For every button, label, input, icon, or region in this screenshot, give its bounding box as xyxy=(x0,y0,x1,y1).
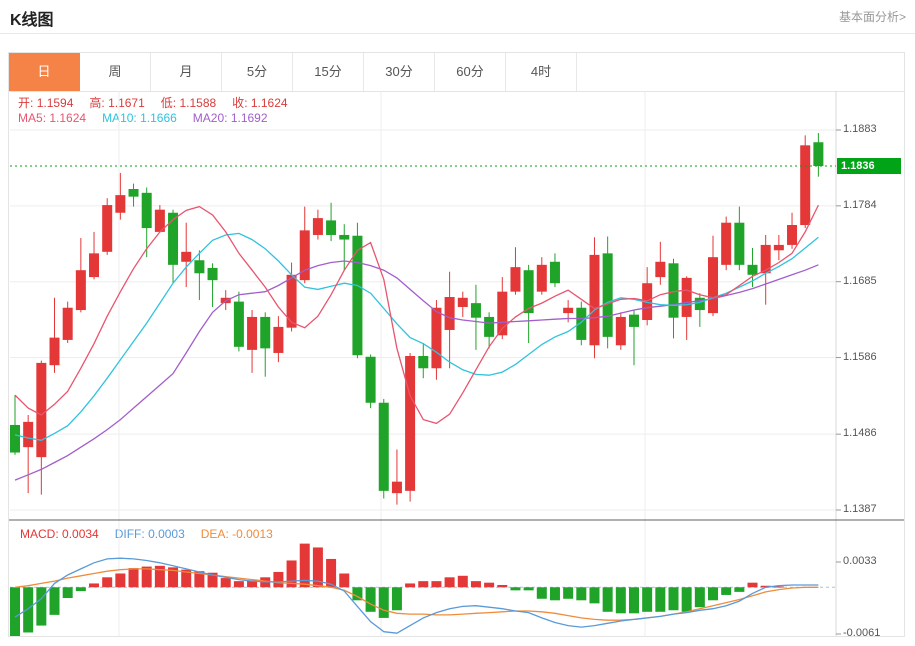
tab-period-1[interactable]: 周 xyxy=(80,53,151,91)
ohlc-legend-item: 开: 1.1594 xyxy=(18,96,74,110)
macd-legend-label: DEA xyxy=(200,527,226,541)
price-axis-label: 1.1586 xyxy=(843,350,877,363)
ohlc-legend-item: 收: 1.1624 xyxy=(232,96,288,110)
ohlc-legend-value: 1.1671 xyxy=(108,96,145,110)
macd-axis-label: -0.0061 xyxy=(843,627,881,639)
price-axis-label: 1.1685 xyxy=(843,274,877,287)
ohlc-legend-label: 低 xyxy=(160,96,173,110)
ma-legend-value: 1.1692 xyxy=(230,111,268,125)
ohlc-legend-item: 低: 1.1588 xyxy=(160,96,217,110)
ohlc-legend-label: 高 xyxy=(89,96,102,110)
ohlc-legend-value: 1.1594 xyxy=(36,96,74,110)
tab-period-0[interactable]: 日 xyxy=(9,53,80,91)
price-axis-label: 1.1784 xyxy=(843,198,877,211)
price-axis-label: 1.1486 xyxy=(843,427,877,440)
ohlc-legend-value: 1.1624 xyxy=(250,96,288,110)
macd-legend-label: MACD xyxy=(20,527,56,541)
macd-legend-item: DEA: -0.0013 xyxy=(200,527,273,541)
macd-legend-item: DIFF: 0.0003 xyxy=(114,527,185,541)
tab-period-3[interactable]: 5分 xyxy=(222,53,293,91)
ohlc-legend: 开: 1.1594 高: 1.1671 低: 1.1588 收: 1.1624 xyxy=(18,94,304,111)
price-axis-label: 1.1387 xyxy=(843,503,877,515)
macd-legend-label: DIFF xyxy=(114,527,142,541)
ma-legend-value: 1.1666 xyxy=(140,111,177,125)
fundamental-analysis-link[interactable]: 基本面分析> xyxy=(838,10,906,24)
current-price-tag: 1.1836 xyxy=(837,158,901,174)
tab-period-2[interactable]: 月 xyxy=(151,53,222,91)
macd-legend-item: MACD: 0.0034 xyxy=(20,527,99,541)
ma-legend-label: MA10 xyxy=(102,111,134,125)
ohlc-legend-item: 高: 1.1671 xyxy=(89,96,145,110)
ma-legend: MA5: 1.1624 MA10: 1.1666 MA20: 1.1692 xyxy=(18,111,284,125)
price-axis-label: 1.1883 xyxy=(843,123,877,135)
ohlc-legend-label: 开 xyxy=(18,96,31,110)
macd-axis-label: 0.0033 xyxy=(843,555,877,567)
macd-legend-value: -0.0013 xyxy=(232,527,273,541)
ma-legend-label: MA5 xyxy=(18,111,43,125)
ma-legend-label: MA20 xyxy=(192,111,225,125)
ma-legend-value: 1.1624 xyxy=(49,111,87,125)
ma-legend-item: MA5: 1.1624 xyxy=(18,111,87,125)
tab-period-5[interactable]: 30分 xyxy=(364,53,435,91)
macd-legend-value: 0.0003 xyxy=(148,527,185,541)
macd-legend: MACD: 0.0034 DIFF: 0.0003 DEA: -0.0013 xyxy=(20,527,289,541)
chart-container: 日周月 5分 15分 30分 60分 4时 xyxy=(8,52,905,637)
ma-legend-item: MA20: 1.1692 xyxy=(192,111,268,125)
tab-period-6[interactable]: 60分 xyxy=(435,53,506,91)
tab-period-7[interactable]: 4时 xyxy=(506,53,577,91)
header-divider xyxy=(0,33,915,34)
period-tabs: 日周月 5分 15分 30分 60分 4时 xyxy=(9,53,904,92)
macd-legend-value: 0.0034 xyxy=(62,527,99,541)
page-title: K线图 xyxy=(10,12,54,29)
ohlc-legend-value: 1.1588 xyxy=(179,96,217,110)
ohlc-legend-label: 收 xyxy=(232,96,245,110)
ma-legend-item: MA10: 1.1666 xyxy=(102,111,177,125)
tab-period-4[interactable]: 15分 xyxy=(293,53,364,91)
